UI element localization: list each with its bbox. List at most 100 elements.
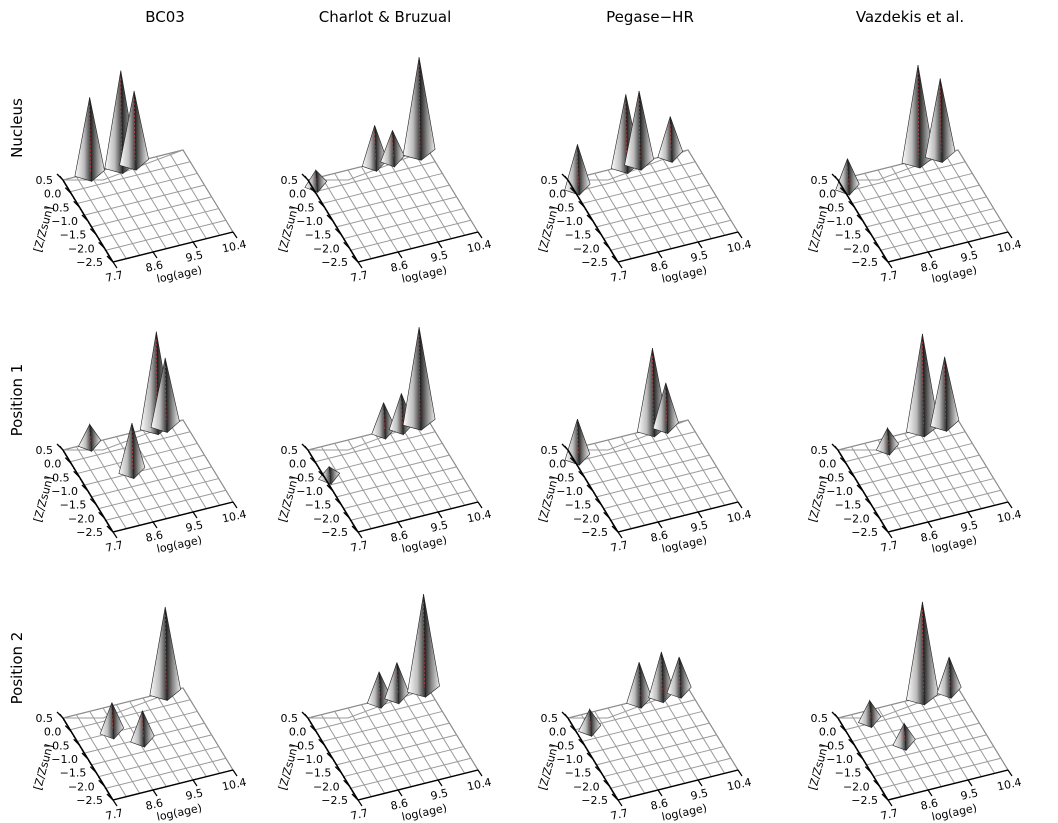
grid-line-age xyxy=(580,176,632,259)
grid-line-age xyxy=(877,169,929,253)
grid-line-metallicity xyxy=(98,208,219,240)
y-tick-label: −2.0 xyxy=(843,512,870,525)
grid-line-age xyxy=(129,163,181,246)
surface-peak-left-face xyxy=(74,97,92,182)
surface-peak-marker xyxy=(89,432,92,442)
y-tick-label: −2.5 xyxy=(321,526,348,539)
panel-position-2-charlot-bruzual: 0.50.0−0.5−1.0−1.5−2.0−2.5 [Z/Zsun] 7.7 8.6… xyxy=(276,594,493,823)
x-tick-label: 8.6 xyxy=(144,796,164,812)
x-tick-label: 9.5 xyxy=(184,786,204,802)
grid-line-metallicity xyxy=(575,161,696,193)
y-tick-label: 0.0 xyxy=(549,726,567,739)
grid-line-age xyxy=(594,443,646,526)
x-tick-label: 7.7 xyxy=(879,268,899,284)
x-axis-tick xyxy=(657,251,663,259)
surface-peak-left-face xyxy=(371,402,386,440)
x-axis-line xyxy=(617,231,739,263)
y-tick-label: 0.0 xyxy=(44,188,62,201)
y-tick-label: −1.5 xyxy=(305,499,332,512)
grid-line-age xyxy=(620,704,672,787)
grid-line-age xyxy=(75,176,127,259)
grid-line-metallicity xyxy=(350,757,471,789)
surface-peak-right-face xyxy=(944,356,960,432)
grid-line-age xyxy=(89,711,141,794)
x-axis-tick xyxy=(437,779,443,787)
surface-peak-right-face xyxy=(111,702,125,740)
y-axis-line xyxy=(307,717,359,801)
x-axis-tick xyxy=(192,241,198,249)
grid-line-metallicity xyxy=(866,196,987,228)
grid-line-age xyxy=(89,443,141,526)
grid-line-age xyxy=(400,426,452,509)
grid-line-metallicity xyxy=(350,489,471,521)
surface-peak-right-face xyxy=(847,158,860,196)
y-tick-label: −2.5 xyxy=(581,794,608,807)
y-tick-label: 0.5 xyxy=(811,174,829,187)
panel-position-2-vazdekis-et-al: 0.50.0−0.5−1.0−1.5−2.0−2.5 [Z/Zsun] 7.7 8.6… xyxy=(806,601,1023,823)
surface-peak-left-face xyxy=(384,662,400,705)
x-axis-tick xyxy=(397,789,403,797)
grid-line-age xyxy=(169,423,221,506)
y-axis-major-tick xyxy=(301,173,309,181)
grid-line-metallicity xyxy=(70,161,191,193)
grid-line-age xyxy=(647,159,699,243)
grid-line-age xyxy=(620,436,672,519)
x-tick-label: 8.6 xyxy=(144,258,164,274)
x-tick-label: 8.6 xyxy=(389,796,409,812)
surface-peak-left-face xyxy=(637,348,655,438)
surface-peak-left-face xyxy=(361,125,377,172)
grid-line-metallicity xyxy=(322,172,443,204)
x-tick-label: 7.7 xyxy=(609,268,629,284)
y-tick-label: 0.0 xyxy=(549,188,567,201)
grid-line-age xyxy=(620,166,672,249)
x-axis-line xyxy=(112,769,234,801)
y-axis-major-tick xyxy=(831,173,839,181)
x-tick-label: 8.6 xyxy=(389,258,409,274)
surface-peak-marker xyxy=(939,86,942,153)
row-title-position-2: Position 2 xyxy=(8,632,26,705)
y-axis-line xyxy=(62,179,114,263)
grid-line-age xyxy=(400,694,452,777)
grid-line-age xyxy=(169,691,221,774)
surface-peak-right-face xyxy=(315,169,328,194)
grid-line-metallicity xyxy=(77,172,198,204)
y-tick-label: −1.5 xyxy=(565,229,592,242)
grid-line-age xyxy=(647,697,699,781)
x-axis-tick xyxy=(437,511,443,519)
y-tick-label: −1.0 xyxy=(556,215,583,228)
y-axis-line xyxy=(837,449,889,533)
y-axis-line xyxy=(62,449,114,533)
surface-peak-left-face xyxy=(901,64,921,169)
surface-peak-left-face xyxy=(626,662,642,709)
x-axis-line xyxy=(887,769,1009,801)
x-tick-label: 10.4 xyxy=(221,776,248,794)
y-tick-label: 0.0 xyxy=(44,458,62,471)
y-tick-label: −2.0 xyxy=(68,242,95,255)
grid-line-metallicity xyxy=(873,478,994,510)
surface-peak-right-face xyxy=(133,90,149,171)
y-tick-label: −1.0 xyxy=(556,485,583,498)
column-title-charlot-bruzual: Charlot & Bruzual xyxy=(319,8,452,26)
surface-peak-left-face xyxy=(402,327,422,431)
y-tick-label: 0.5 xyxy=(36,712,54,725)
grid-line-age xyxy=(917,159,969,243)
surface-peak-right-face xyxy=(638,90,654,171)
x-axis-tick xyxy=(617,531,623,539)
x-tick-label: 8.6 xyxy=(649,258,669,274)
grid-line-metallicity xyxy=(596,196,717,228)
surface-peak-marker xyxy=(142,718,144,738)
y-tick-label: −2.0 xyxy=(68,780,95,793)
grid-line-age xyxy=(360,704,412,787)
x-axis-tick xyxy=(112,531,118,539)
grid-line-age xyxy=(674,153,726,236)
y-tick-label: −1.0 xyxy=(556,753,583,766)
y-tick-label: −1.5 xyxy=(305,767,332,780)
y-tick-label: −0.5 xyxy=(548,739,575,752)
row-title-position-1: Position 1 xyxy=(8,364,26,437)
surface-peak-marker xyxy=(944,364,947,422)
x-axis-tick xyxy=(357,531,363,539)
y-tick-label: −2.0 xyxy=(843,242,870,255)
y-tick-label: 0.5 xyxy=(541,444,559,457)
surface-peak-right-face xyxy=(678,656,692,699)
x-tick-label: 10.4 xyxy=(466,238,493,256)
